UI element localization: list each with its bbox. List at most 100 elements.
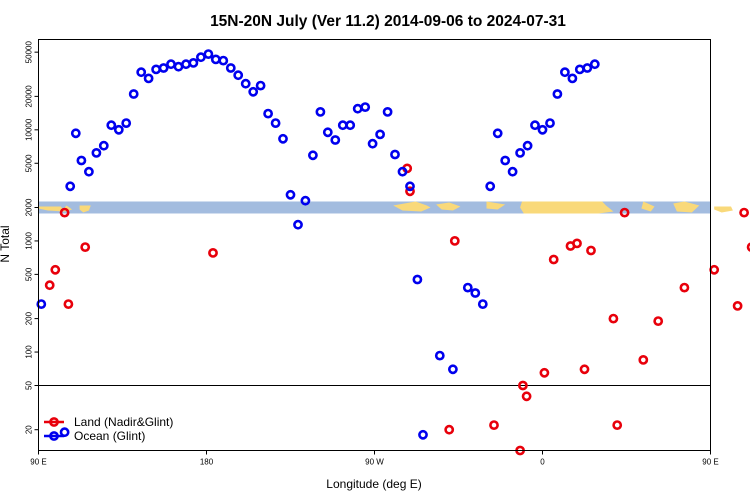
point-ocean — [307, 150, 318, 161]
point-ocean — [143, 73, 154, 84]
legend-label-land: Land (Nadir&Glint) — [74, 415, 173, 429]
point-land — [746, 242, 750, 252]
point-ocean — [507, 166, 518, 177]
point-ocean — [552, 89, 563, 99]
point-ocean — [128, 89, 139, 99]
point-ocean — [375, 129, 385, 140]
point-ocean — [121, 118, 132, 128]
point-land — [638, 354, 649, 365]
point-ocean — [203, 49, 214, 59]
point-ocean — [412, 274, 423, 285]
y-tick-label: 20000 — [25, 85, 34, 108]
map-strip — [38, 201, 733, 214]
y-tick-label: 5000 — [25, 154, 34, 172]
point-ocean — [248, 86, 259, 97]
y-tick-label: 20 — [25, 425, 34, 434]
point-ocean — [589, 59, 600, 70]
y-tick-label: 500 — [25, 267, 34, 281]
point-ocean — [240, 78, 251, 89]
point-ocean — [233, 70, 244, 81]
point-ocean — [218, 55, 229, 66]
point-land — [572, 238, 582, 249]
data-points — [36, 49, 750, 456]
point-ocean — [84, 166, 94, 177]
point-ocean — [59, 427, 70, 438]
point-ocean — [270, 118, 281, 128]
y-tick-label: 2000 — [25, 198, 34, 216]
x-axis: 90 E 180 90 W 0 90 E — [30, 450, 719, 467]
point-ocean — [322, 127, 333, 138]
point-ocean — [567, 73, 578, 84]
point-ocean — [36, 299, 47, 309]
map-land-5 — [520, 201, 614, 214]
point-ocean — [360, 102, 371, 112]
point-land — [586, 245, 596, 256]
map-land-7 — [673, 201, 700, 213]
point-land — [80, 242, 91, 252]
y-tick-label: 200 — [25, 311, 34, 325]
point-ocean — [434, 350, 445, 361]
point-land — [548, 254, 559, 265]
map-land-6 — [641, 201, 655, 212]
point-land — [608, 313, 619, 324]
point-ocean — [367, 138, 378, 149]
point-ocean — [263, 108, 273, 119]
point-ocean — [136, 67, 147, 78]
point-ocean — [300, 195, 311, 206]
point-ocean — [225, 63, 236, 73]
point-ocean — [522, 140, 533, 151]
point-ocean — [91, 147, 102, 158]
y-tick-label: 10000 — [25, 118, 34, 141]
point-ocean — [418, 429, 428, 440]
point-ocean — [560, 67, 570, 78]
point-ocean — [255, 80, 266, 91]
legend-marker-land — [49, 417, 59, 427]
point-ocean — [447, 364, 458, 375]
x-axis-label: Longitude (deg E) — [326, 477, 421, 491]
legend-label-ocean: Ocean (Glint) — [74, 429, 145, 443]
y-tick-label: 50 — [25, 381, 34, 390]
point-land — [44, 280, 55, 291]
chart-title: 15N-20N July (Ver 11.2) 2014-09-06 to 20… — [210, 13, 566, 30]
x-tick-label: 180 — [200, 458, 214, 467]
y-tick-label: 1000 — [25, 231, 34, 249]
point-ocean — [113, 124, 124, 135]
point-land — [449, 235, 460, 246]
point-ocean — [285, 189, 296, 200]
point-ocean — [530, 120, 540, 131]
point-ocean — [188, 58, 199, 68]
point-ocean — [390, 149, 400, 160]
point-ocean — [405, 181, 415, 192]
point-ocean — [492, 128, 503, 139]
point-ocean — [537, 124, 548, 135]
point-land — [739, 207, 749, 218]
x-tick-label: 90 W — [365, 458, 384, 467]
point-land — [539, 367, 550, 378]
x-tick-label: 90 E — [702, 458, 718, 467]
y-tick-label: 50000 — [25, 41, 34, 64]
point-ocean — [195, 52, 206, 63]
point-ocean — [485, 181, 496, 192]
point-ocean — [477, 299, 488, 309]
point-ocean — [70, 128, 81, 139]
point-ocean — [500, 155, 511, 166]
point-ocean — [158, 63, 169, 73]
point-ocean — [462, 282, 473, 293]
legend: Land (Nadir&Glint) Ocean (Glint) — [44, 415, 173, 443]
point-land — [489, 420, 499, 430]
point-ocean — [545, 118, 555, 128]
point-land — [612, 420, 623, 430]
x-tick-label: 90 E — [30, 458, 46, 467]
y-axis: 20 50 100 200 500 1000 2000 5000 10000 20000 50000 — [25, 41, 39, 434]
point-land — [444, 424, 455, 435]
point-land — [732, 300, 743, 311]
point-land — [619, 207, 630, 218]
point-ocean — [315, 107, 326, 117]
point-ocean — [76, 155, 87, 166]
map-land-4 — [486, 201, 506, 210]
point-ocean — [515, 147, 525, 158]
point-ocean — [582, 63, 593, 73]
y-axis-label: N Total — [0, 225, 12, 262]
